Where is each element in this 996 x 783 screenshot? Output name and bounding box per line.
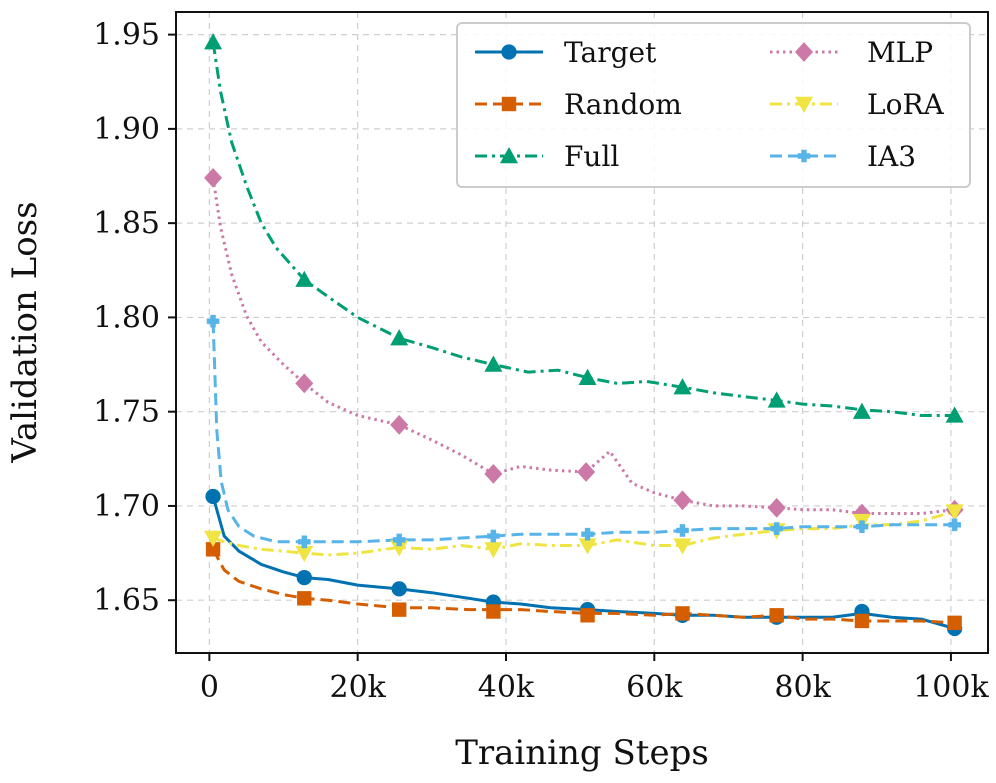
- data-marker-ia3-shape: [297, 535, 311, 549]
- y-tick-label: 1.85: [93, 206, 160, 241]
- data-marker-full: [578, 368, 597, 385]
- series-line-random: [211, 548, 955, 625]
- data-marker-ia3-shape: [948, 518, 961, 532]
- data-marker-full: [852, 402, 871, 419]
- data-marker-ia3-shape: [770, 522, 783, 535]
- legend-marker-random: [501, 96, 517, 112]
- y-axis-ticks: 1.65 1.70 1.75 1.80 1.85 1.90 1.95: [93, 18, 176, 618]
- series-lines: [211, 41, 956, 630]
- y-tick-label: 1.95: [93, 18, 160, 53]
- data-marker-lora: [673, 538, 692, 555]
- data-marker-ia3: [770, 522, 783, 535]
- data-marker-full: [204, 33, 223, 50]
- x-tick-label: 60k: [626, 670, 683, 705]
- data-marker-lora: [945, 504, 964, 521]
- data-marker-ia3-shape: [855, 520, 869, 533]
- data-marker-lora: [295, 545, 314, 563]
- data-marker-ia3: [392, 533, 406, 547]
- data-marker-ia3: [855, 520, 869, 533]
- data-marker-mlp: [484, 463, 503, 484]
- data-marker-full: [390, 329, 409, 346]
- data-marker-random: [947, 615, 962, 631]
- data-marker-lora: [484, 542, 503, 559]
- plot-frame: [175, 11, 989, 654]
- legend-label-random: Random: [564, 88, 682, 121]
- series-line-target: [211, 496, 956, 630]
- data-marker-full: [295, 270, 314, 287]
- series-markers: [204, 33, 964, 637]
- legend-box: [456, 22, 971, 188]
- legend-label-target: Target: [564, 36, 657, 69]
- data-marker-ia3-shape: [392, 533, 406, 547]
- data-marker-ia3-shape: [487, 529, 500, 543]
- x-tick-label: 0: [200, 670, 219, 705]
- data-marker-mlp: [204, 168, 223, 188]
- data-marker-random: [854, 613, 870, 629]
- data-marker-ia3: [206, 314, 220, 328]
- x-tick-label: 80k: [774, 670, 831, 705]
- series-line-full: [211, 41, 955, 417]
- data-marker-target: [296, 569, 312, 586]
- legend-marker-mlp: [795, 42, 813, 62]
- data-marker-ia3-shape: [581, 527, 594, 541]
- legend-marker-full: [500, 147, 518, 164]
- legend-marker-target: [501, 44, 517, 60]
- legend-marker-ia3-shape: [797, 149, 811, 163]
- data-marker-target: [391, 581, 407, 597]
- legend-label-full: Full: [564, 140, 619, 173]
- data-marker-mlp: [673, 490, 692, 511]
- data-marker-mlp: [577, 462, 596, 482]
- data-marker-lora: [578, 538, 597, 555]
- y-axis-label: Validation Loss: [5, 201, 45, 463]
- data-marker-random: [675, 606, 690, 621]
- legend-label-ia3: IA3: [867, 140, 916, 173]
- data-marker-mlp: [767, 497, 786, 518]
- data-marker-ia3-shape: [206, 314, 220, 328]
- legend: Target Random Full MLP LoRA IA3: [456, 22, 971, 188]
- data-marker-random: [486, 604, 501, 619]
- data-marker-target: [205, 488, 221, 505]
- data-marker-full: [767, 391, 786, 408]
- data-marker-full: [673, 378, 692, 395]
- y-tick-label: 1.70: [93, 489, 160, 524]
- legend-marker-lora: [795, 96, 813, 113]
- y-tick-label: 1.80: [93, 300, 160, 335]
- data-marker-lora: [204, 530, 223, 547]
- x-axis-label: Training Steps: [455, 733, 709, 773]
- data-marker-ia3: [297, 535, 311, 549]
- y-tick-label: 1.75: [93, 395, 160, 430]
- x-tick-label: 20k: [330, 670, 387, 705]
- series-line-ia3: [211, 321, 955, 544]
- data-marker-ia3: [676, 524, 689, 537]
- x-axis-ticks: 0 20k 40k 60k 80k 100k: [200, 653, 989, 705]
- y-tick-label: 1.65: [93, 583, 160, 618]
- data-marker-random: [205, 542, 221, 557]
- legend-label-mlp: MLP: [867, 36, 933, 69]
- data-marker-full: [945, 406, 964, 423]
- data-marker-lora: [390, 540, 409, 557]
- data-marker-ia3: [948, 518, 961, 532]
- series-line-lora: [212, 510, 956, 557]
- legend-label-lora: LoRA: [867, 88, 945, 121]
- data-marker-mlp: [390, 414, 409, 435]
- data-marker-random: [769, 608, 784, 623]
- legend-marker-ia3: [797, 149, 811, 163]
- x-tick-label: 100k: [913, 670, 989, 705]
- data-marker-full: [484, 355, 503, 372]
- data-marker-mlp: [295, 373, 314, 394]
- data-marker-ia3: [581, 527, 594, 541]
- data-marker-random: [580, 608, 595, 623]
- x-tick-label: 40k: [478, 670, 535, 705]
- series-line-mlp: [211, 177, 955, 515]
- data-marker-random: [297, 591, 312, 606]
- data-marker-ia3-shape: [676, 524, 689, 537]
- data-marker-random: [392, 602, 407, 617]
- data-marker-ia3: [487, 529, 500, 543]
- y-tick-label: 1.90: [93, 112, 160, 147]
